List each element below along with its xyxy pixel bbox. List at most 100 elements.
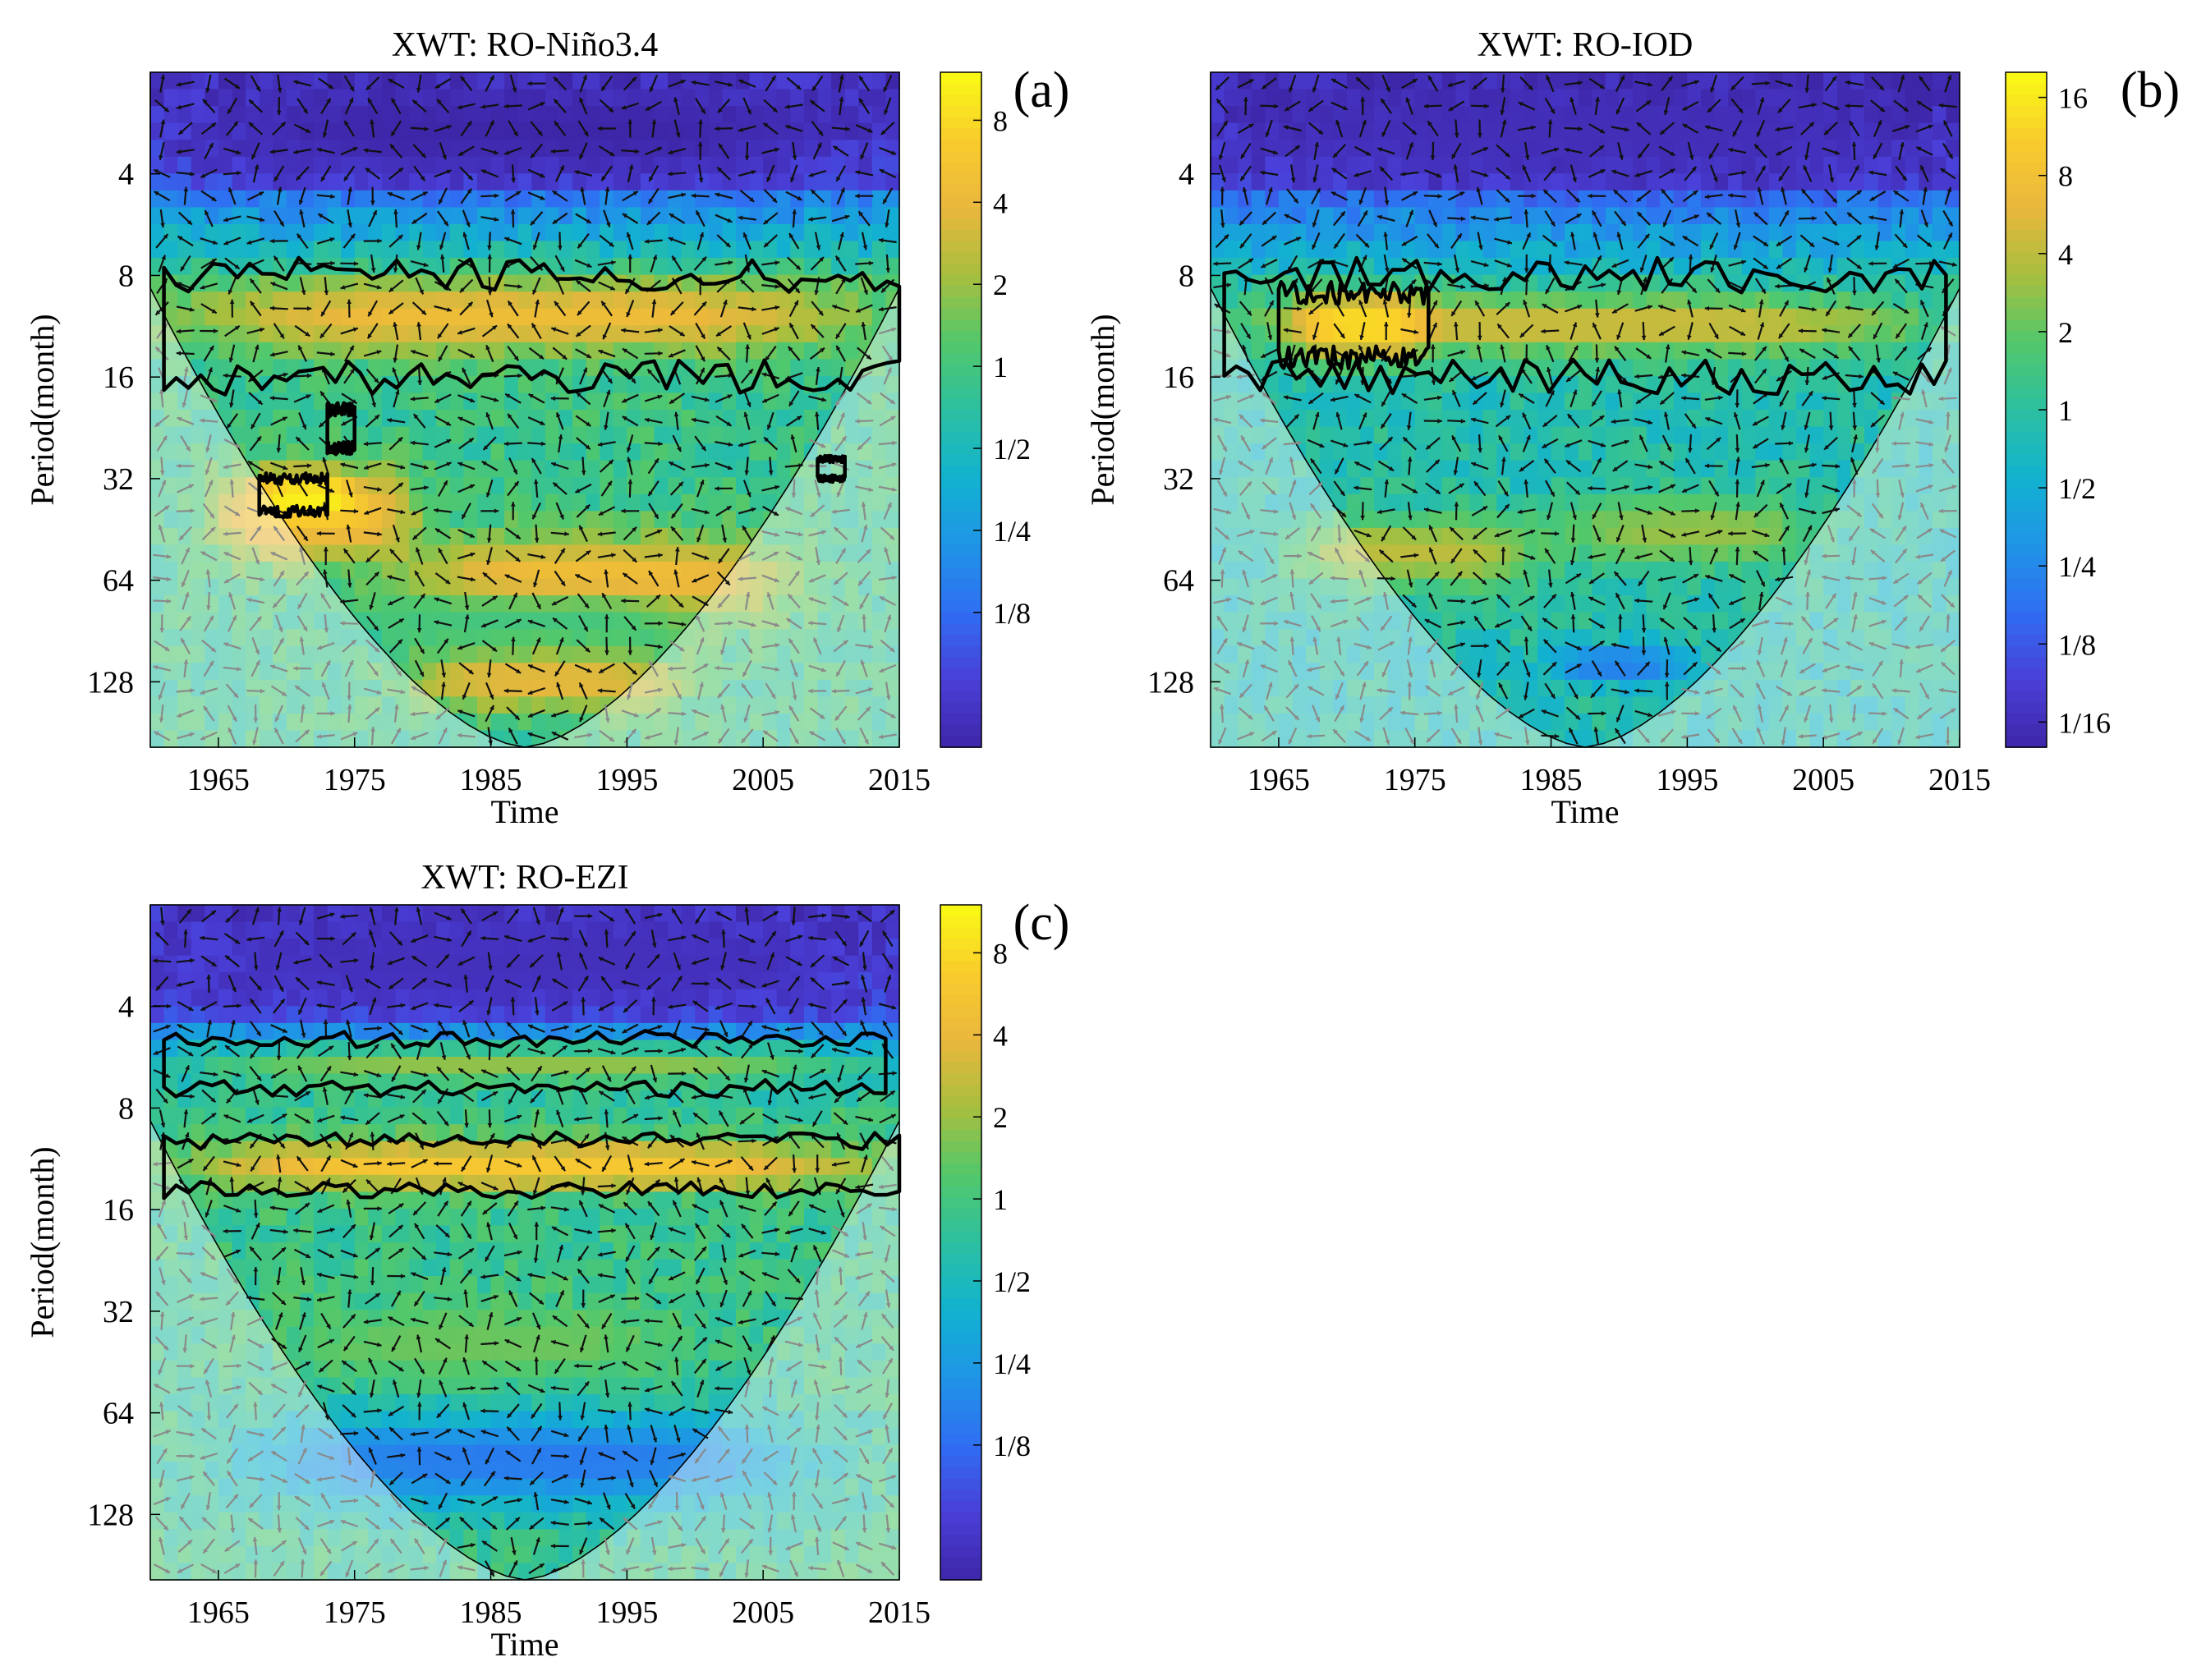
power-cell: [558, 122, 573, 140]
power-cell: [708, 190, 724, 209]
power-cell: [504, 629, 519, 647]
power-cell: [409, 443, 424, 461]
power-cell: [803, 359, 819, 377]
power-cell: [422, 578, 438, 596]
power-cell: [831, 106, 846, 124]
power-cell: [613, 443, 628, 461]
power-cell: [150, 325, 165, 343]
power-cell: [232, 241, 246, 259]
power-cell: [640, 629, 655, 647]
power-cell: [286, 325, 301, 343]
power-cell: [668, 156, 682, 175]
power-cell: [600, 291, 614, 310]
power-cell: [354, 443, 370, 461]
power-cell: [531, 308, 546, 327]
power-cell: [422, 207, 438, 225]
power-cell: [177, 511, 192, 529]
power-cell: [517, 493, 533, 512]
power-cell: [286, 241, 301, 259]
power-cell: [517, 223, 533, 242]
power-cell: [191, 477, 206, 495]
power-cell: [395, 645, 410, 664]
power-cell: [422, 426, 438, 444]
power-cell: [191, 629, 206, 647]
power-cell: [640, 612, 655, 630]
power-cell: [695, 140, 710, 158]
power-cell: [286, 122, 301, 140]
power-cell: [232, 493, 246, 512]
power-cell: [246, 679, 260, 698]
power-cell: [654, 258, 669, 276]
power-cell: [640, 223, 655, 242]
power-cell: [205, 325, 219, 343]
power-cell: [817, 89, 832, 107]
power-cell: [844, 106, 860, 124]
power-cell: [790, 106, 805, 124]
power-cell: [668, 443, 682, 461]
power-cell: [205, 663, 219, 681]
power-cell: [191, 291, 206, 310]
power-cell: [681, 527, 696, 546]
power-cell: [640, 595, 655, 613]
power-cell: [844, 325, 860, 343]
power-cell: [463, 426, 478, 444]
power-cell: [558, 72, 573, 90]
power-cell: [286, 291, 301, 310]
power-cell: [517, 645, 533, 664]
power-cell: [368, 223, 383, 242]
power-cell: [354, 696, 370, 714]
power-cell: [572, 308, 587, 327]
power-cell: [327, 595, 342, 613]
power-cell: [218, 173, 233, 191]
power-cell: [831, 156, 846, 175]
power-cell: [449, 308, 465, 327]
power-cell: [708, 375, 724, 394]
power-cell: [844, 291, 860, 310]
power-cell: [191, 89, 206, 107]
power-cell: [259, 629, 274, 647]
power-cell: [449, 544, 465, 562]
power-cell: [654, 511, 669, 529]
power-cell: [613, 527, 628, 546]
power-cell: [817, 140, 832, 158]
power-cell: [545, 392, 560, 411]
power-cell: [885, 106, 900, 124]
power-cell: [327, 612, 342, 630]
power-cell: [232, 578, 246, 596]
power-cell: [517, 511, 533, 529]
power-cell: [600, 89, 614, 107]
power-cell: [504, 308, 519, 327]
power-cell: [273, 156, 287, 175]
power-cell: [246, 493, 260, 512]
power-cell: [205, 426, 219, 444]
power-cell: [259, 359, 274, 377]
power-cell: [885, 156, 900, 175]
power-cell: [517, 460, 533, 478]
power-cell: [259, 274, 274, 292]
power-cell: [368, 696, 383, 714]
power-cell: [341, 241, 356, 259]
power-cell: [476, 426, 492, 444]
power-cell: [313, 544, 329, 562]
power-cell: [640, 645, 655, 664]
power-cell: [368, 241, 383, 259]
power-cell: [286, 595, 301, 613]
power-cell: [422, 89, 438, 107]
power-cell: [313, 342, 329, 360]
power-cell: [409, 426, 424, 444]
power-cell: [586, 291, 600, 310]
power-cell: [218, 578, 233, 596]
power-cell: [300, 663, 315, 681]
power-cell: [708, 173, 724, 191]
power-cell: [613, 173, 628, 191]
power-cell: [722, 156, 737, 175]
power-cell: [640, 342, 655, 360]
power-cell: [313, 106, 329, 124]
power-cell: [191, 595, 206, 613]
power-cell: [163, 561, 178, 580]
power-cell: [395, 477, 410, 495]
power-cell: [640, 443, 655, 461]
power-cell: [476, 106, 492, 124]
power-cell: [354, 274, 370, 292]
power-cell: [354, 544, 370, 562]
